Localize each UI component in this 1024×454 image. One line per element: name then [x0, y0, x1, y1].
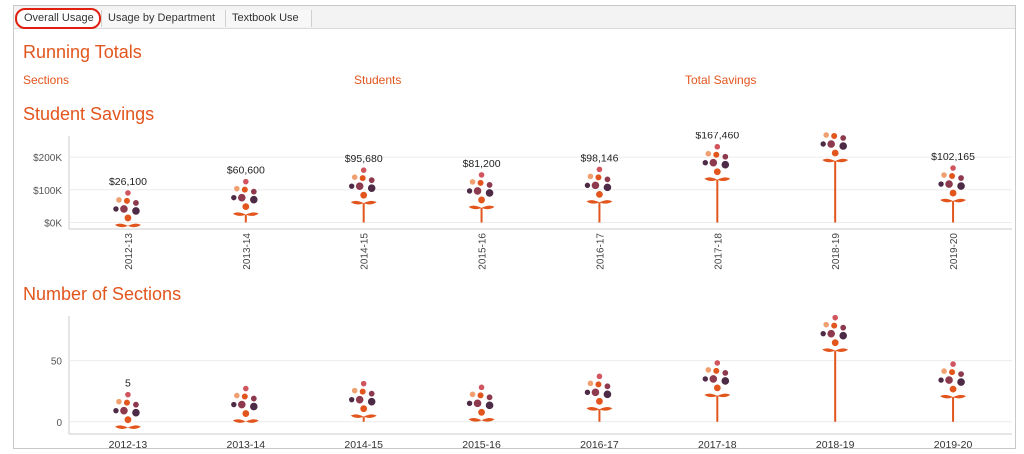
- y-tick-label: $200K: [33, 153, 62, 164]
- x-tick-label: 2019-20: [949, 233, 960, 270]
- flower-mark: [466, 171, 495, 210]
- x-tick-label: 2018-19: [816, 439, 855, 448]
- data-label: $95,680: [345, 153, 383, 165]
- data-label: $102,165: [931, 151, 975, 163]
- tab-usage-by-department[interactable]: Usage by Department: [102, 10, 226, 27]
- y-tick-label: 0: [56, 418, 62, 429]
- tab-textbook-use[interactable]: Textbook Use: [226, 10, 312, 27]
- flower-mark: [348, 380, 377, 418]
- student-savings-title: Student Savings: [23, 104, 155, 124]
- flower-mark: [701, 143, 731, 182]
- x-tick-label: 2012-13: [124, 233, 135, 270]
- number-of-sections-chart: 0 50 5 2012-13 2013-14 2014-15 2015-16 2016-17 2…: [51, 310, 1012, 448]
- data-label: 68: [829, 310, 841, 313]
- data-label: $98,146: [580, 152, 618, 164]
- flower-mark: [112, 189, 141, 228]
- data-label: $81,200: [463, 158, 501, 170]
- x-tick-label: 2019-20: [934, 439, 973, 448]
- flower-mark: [348, 166, 377, 205]
- y-tick-label: $0K: [44, 218, 62, 229]
- x-tick-label: 2015-16: [462, 439, 501, 448]
- tab-bar: Overall Usage Usage by Department Textbo…: [14, 6, 1015, 29]
- flower-mark: [937, 360, 967, 399]
- running-totals-title: Running Totals: [23, 42, 142, 62]
- x-tick-label: 2014-15: [344, 439, 383, 448]
- x-tick-label: 2013-14: [242, 233, 253, 270]
- x-tick-label: 2018-19: [831, 233, 842, 270]
- x-tick-label: 2017-18: [713, 233, 724, 270]
- x-tick-label: 2016-17: [580, 439, 619, 448]
- sections-total-label: Sections: [23, 73, 70, 87]
- flower-mark: [819, 132, 849, 163]
- number-of-sections-title: Number of Sections: [23, 284, 182, 304]
- flower-mark: [466, 383, 495, 422]
- dashboard-frame: Overall Usage Usage by Department Textbo…: [13, 5, 1016, 449]
- data-label: 5: [125, 378, 131, 390]
- x-tick-label: 2015-16: [478, 233, 489, 270]
- x-tick-label: 2016-17: [595, 233, 606, 270]
- flower-mark: [819, 314, 849, 352]
- flower-mark: [937, 164, 967, 203]
- x-tick-label: 2012-13: [109, 439, 148, 448]
- x-tick-label: 2013-14: [227, 439, 266, 448]
- flower-mark: [701, 359, 731, 398]
- flower-mark: [230, 384, 259, 423]
- total-savings-label: Total Savings: [685, 73, 757, 87]
- data-label: $26,100: [109, 176, 147, 188]
- flower-mark: [112, 391, 141, 429]
- data-label: $167,460: [695, 132, 739, 142]
- students-total-label: Students: [354, 73, 402, 87]
- flower-mark: [583, 372, 613, 411]
- x-tick-label: 2017-18: [698, 439, 737, 448]
- flower-mark: [583, 165, 613, 204]
- x-tick-label: 2014-15: [360, 233, 371, 270]
- y-tick-label: 50: [51, 357, 63, 368]
- y-tick-label: $100K: [33, 186, 62, 197]
- data-label: $60,600: [227, 165, 265, 177]
- flower-mark: [230, 178, 259, 216]
- tab-overall-usage[interactable]: Overall Usage: [18, 10, 102, 27]
- student-savings-chart: $0K $100K $200K $26,100 2012-13 $60,600 2013-1…: [33, 132, 1012, 270]
